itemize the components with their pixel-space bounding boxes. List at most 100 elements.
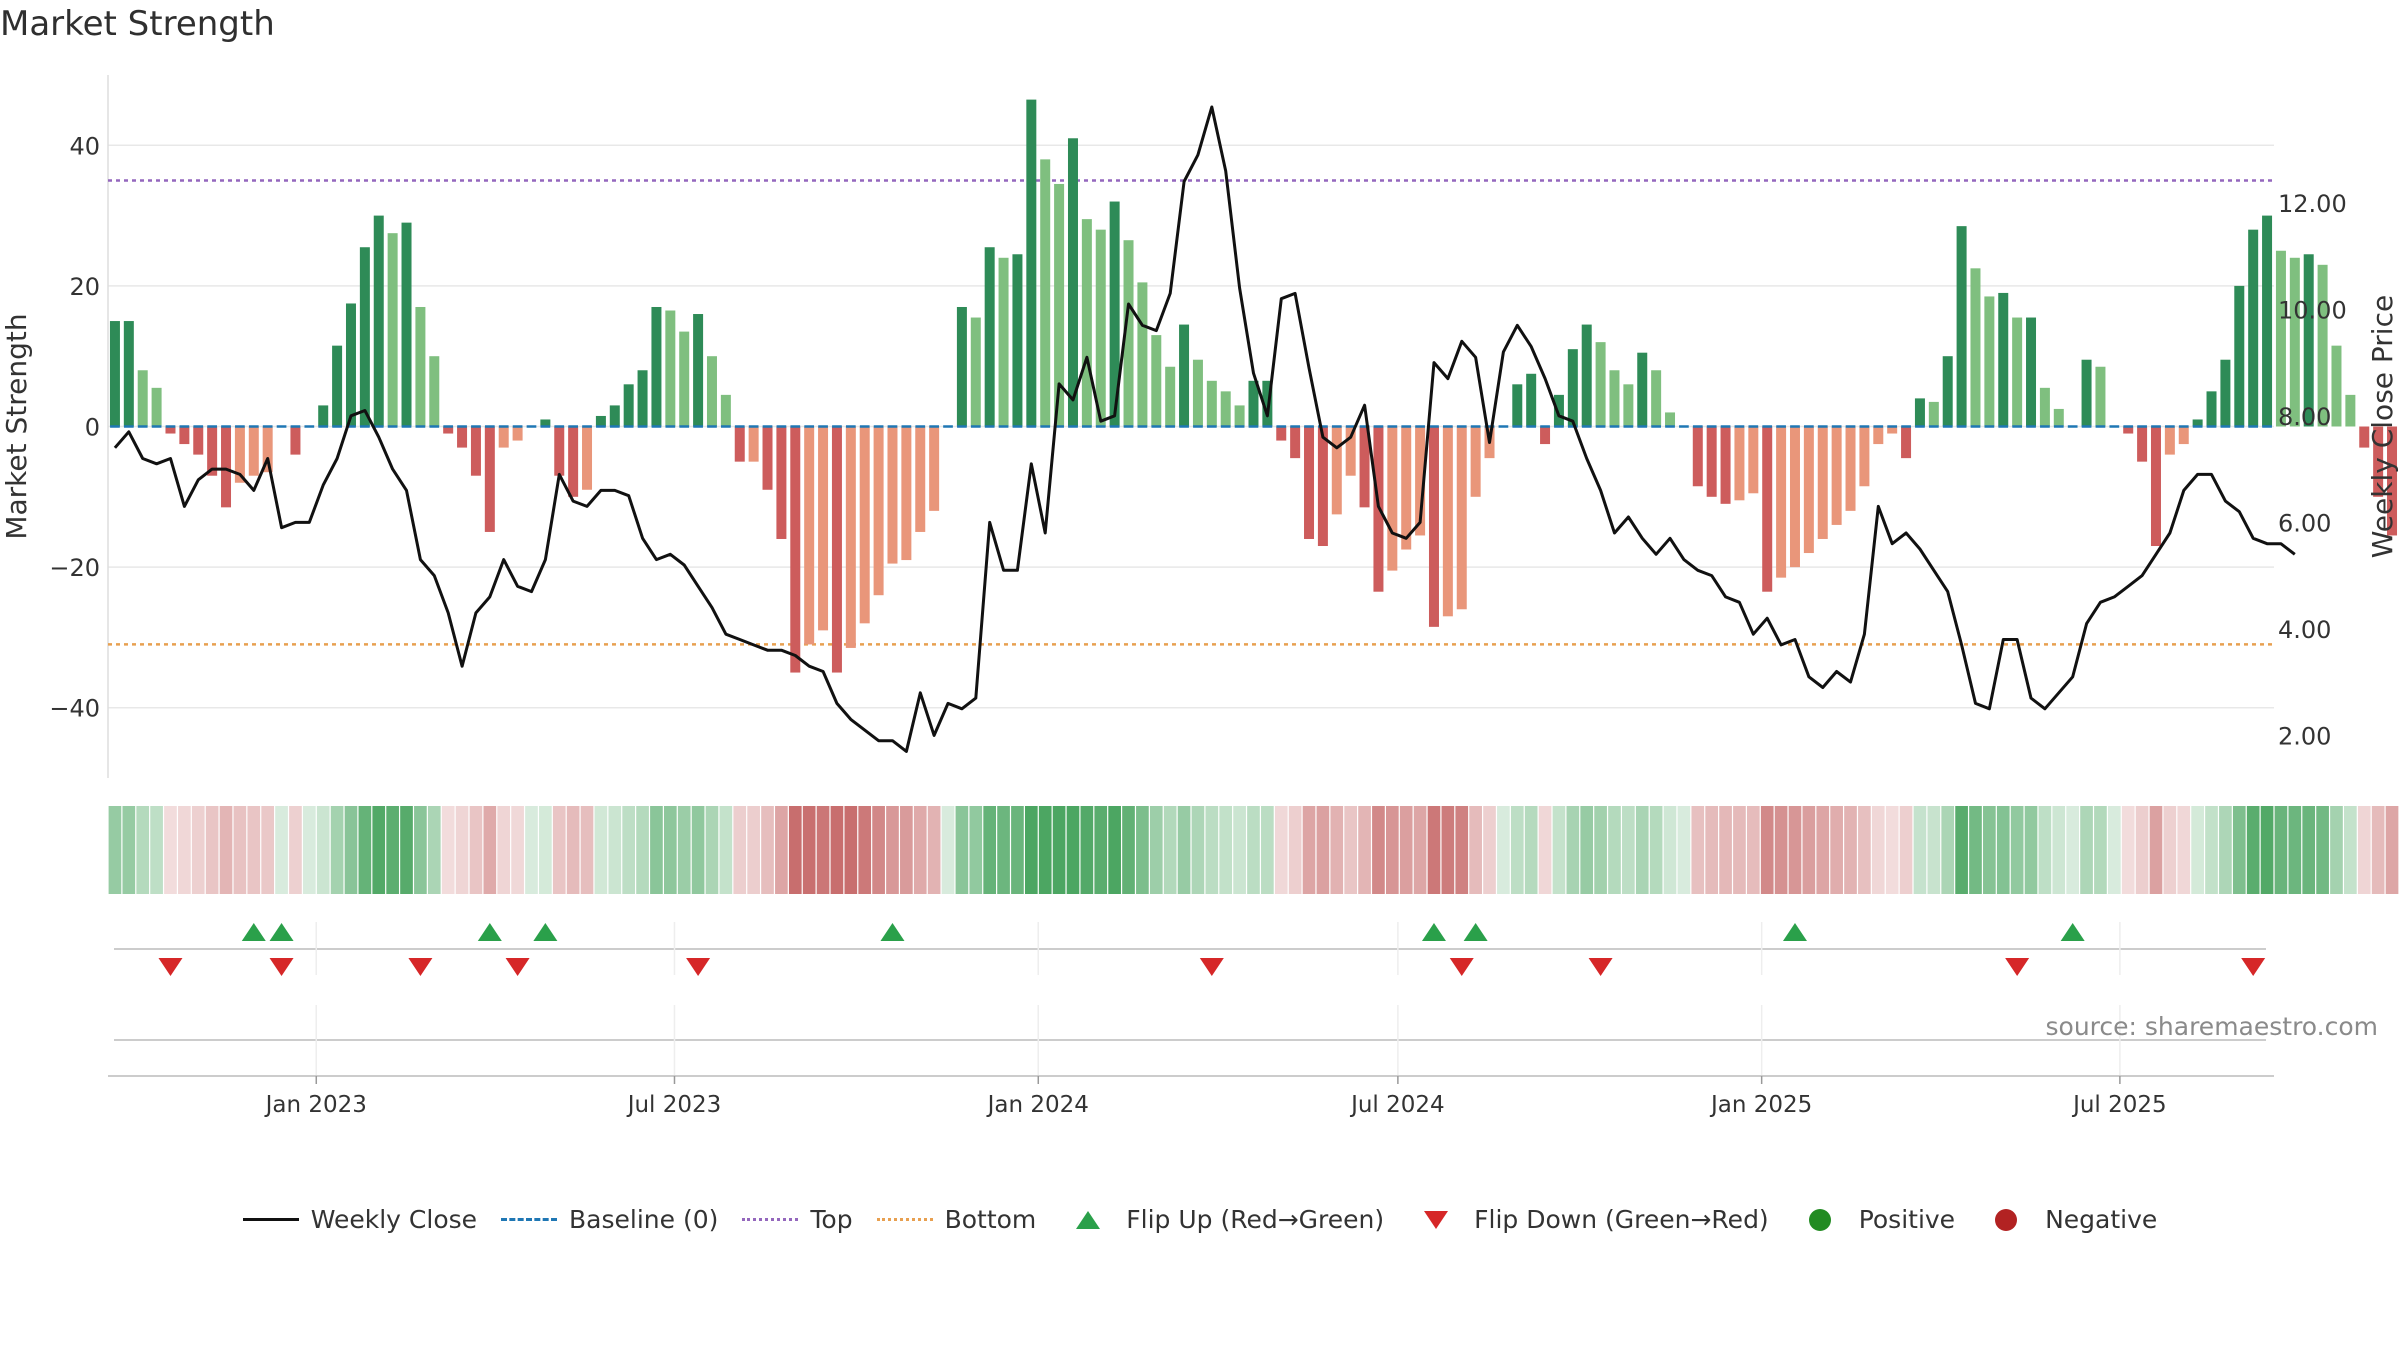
strip-cell: [2205, 806, 2218, 894]
strip-cell: [1122, 806, 1135, 894]
strip-cell: [2149, 806, 2163, 894]
strength-bar: [1095, 229, 1106, 427]
strength-bar: [2206, 391, 2217, 427]
strip-cell: [1455, 806, 1469, 894]
strength-bar: [345, 303, 356, 427]
strip-cell: [2107, 806, 2121, 894]
strength-bar: [1762, 426, 1773, 592]
strength-bar: [2137, 426, 2148, 462]
strength-bar: [2387, 426, 2398, 536]
strength-bar: [2178, 426, 2189, 445]
strip-cell: [2163, 806, 2177, 894]
legend-symbol-dot-purple: [742, 1218, 799, 1221]
strip-cell: [1844, 806, 1857, 894]
strip-cell: [941, 806, 955, 894]
strip-cell: [261, 806, 275, 894]
strip-cell: [1705, 806, 1719, 894]
strength-bar: [221, 426, 232, 508]
strength-bar: [2053, 408, 2064, 427]
strip-cell: [2094, 806, 2107, 894]
x-tick-label: Jul 2025: [2071, 1092, 2167, 1118]
flip-down-marker: [2241, 958, 2266, 976]
strip-cell: [2010, 806, 2024, 894]
legend-item: Baseline (0): [501, 1205, 718, 1234]
strip-cell: [2135, 806, 2149, 894]
weekly-close-line: [113, 105, 2296, 753]
strength-bar: [1637, 352, 1648, 427]
strength-bar: [1192, 359, 1203, 427]
flip-markers: [114, 922, 2266, 1075]
strength-bar: [1248, 380, 1259, 427]
strength-bar: [1054, 183, 1065, 427]
y-tick-label: −20: [49, 554, 100, 582]
strip-cell: [525, 806, 538, 894]
strip-cell: [775, 806, 788, 894]
strip-cell: [997, 806, 1010, 894]
strip-cell: [1441, 806, 1455, 894]
y-tick-label: 20: [69, 273, 100, 301]
strength-bar: [1692, 426, 1703, 487]
strip-cell: [2302, 806, 2316, 894]
strength-bar: [1359, 426, 1370, 508]
strength-bar: [1817, 426, 1828, 539]
strength-bar: [1984, 296, 1995, 427]
legend-item: Positive: [1793, 1205, 1955, 1234]
strength-bar: [2039, 387, 2050, 427]
strength-bar: [679, 331, 690, 427]
strip-cell: [150, 806, 163, 894]
strip-cell: [552, 806, 566, 894]
strip-cell: [1385, 806, 1399, 894]
x-tick-label: Jan 2024: [986, 1092, 1089, 1118]
strip-cell: [1983, 806, 1996, 894]
strength-bar: [2095, 366, 2106, 427]
legend-symbol-line: [242, 1218, 299, 1221]
strip-cell: [1163, 806, 1177, 894]
strip-cell: [400, 806, 413, 894]
strip-cell: [636, 806, 649, 894]
strip-cell: [2385, 806, 2399, 894]
strip-cell: [761, 806, 774, 894]
strip-cell: [1288, 806, 1302, 894]
strip-cell: [1038, 806, 1052, 894]
legend-item: Flip Up (Red→Green): [1060, 1205, 1384, 1234]
strip-cell: [1691, 806, 1705, 894]
strength-bar: [929, 426, 940, 511]
strip-cell: [2274, 806, 2288, 894]
strength-bar: [2345, 394, 2356, 427]
strip-cell: [164, 806, 177, 894]
strength-bar: [1540, 426, 1551, 445]
strip-cell: [2024, 806, 2038, 894]
legend-item: Weekly Close: [242, 1205, 477, 1234]
flip-down-marker: [1449, 958, 1474, 976]
strength-bar: [498, 426, 509, 448]
strength-bar: [1553, 394, 1564, 427]
strip-cell: [1483, 806, 1496, 894]
legend-symbol-dot-orange: [876, 1218, 933, 1221]
strength-bar: [859, 426, 870, 624]
strip-cell: [136, 806, 150, 894]
y-axis-right: 2.00 4.00 6.00 8.00 10.00 12.00 Weekly Close P…: [2278, 190, 2399, 751]
strength-bar: [234, 426, 245, 483]
strength-bar: [2331, 345, 2342, 427]
strip-cell: [608, 806, 622, 894]
strength-bar: [1234, 405, 1245, 427]
strip-cell: [275, 806, 288, 894]
strip-cell: [663, 806, 677, 894]
strip-cell: [219, 806, 233, 894]
y-tick-label: 0: [85, 414, 100, 442]
flip-up-marker: [241, 923, 266, 941]
strength-bar: [1415, 426, 1426, 536]
grid-lines: [107, 75, 2274, 778]
strip-cell: [1969, 806, 1982, 894]
strength-bar: [1290, 426, 1301, 459]
strip-cell: [2288, 806, 2302, 894]
strip-cell: [1538, 806, 1552, 894]
legend-label: Bottom: [944, 1205, 1037, 1234]
strip-cell: [1635, 806, 1649, 894]
strip-cell: [1594, 806, 1607, 894]
strength-bar: [2026, 317, 2037, 427]
strip-cell: [386, 806, 399, 894]
strip-cell: [455, 806, 469, 894]
strip-cell: [1858, 806, 1871, 894]
